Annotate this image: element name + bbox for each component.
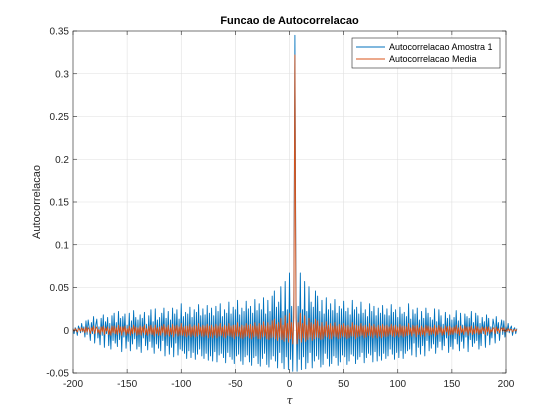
series-group: [72, 34, 518, 372]
x-tick-label: 50: [338, 379, 350, 390]
y-axis-label: Autocorrelacao: [31, 165, 43, 239]
x-tick-label: 150: [444, 379, 461, 390]
x-tick-label: -200: [63, 379, 83, 390]
y-tick-label: 0.2: [55, 155, 69, 166]
axis-ticks: [72, 30, 507, 374]
legend: Autocorrelacao Amostra 1 Autocorrelacao …: [351, 37, 501, 69]
x-tick-labels: -200 -150 -100 -50 0 50 100 150 200: [63, 379, 515, 390]
x-tick-label: -150: [117, 379, 137, 390]
x-tick-label: -100: [171, 379, 191, 390]
y-tick-label: 0.1: [55, 240, 69, 251]
y-tick-label: 0.25: [50, 112, 70, 123]
y-tick-label: 0.05: [50, 283, 70, 294]
y-tick-label: 0.3: [55, 69, 69, 80]
legend-label-media: Autocorrelacao Media: [389, 54, 477, 64]
x-axis-label: τ: [286, 394, 293, 407]
x-tick-label: 200: [498, 379, 515, 390]
legend-box: [351, 37, 501, 69]
legend-label-amostra: Autocorrelacao Amostra 1: [389, 42, 493, 52]
y-tick-label: 0.15: [50, 198, 70, 209]
x-tick-label: -50: [228, 379, 243, 390]
series-line-media: [72, 54, 518, 345]
x-tick-label: 100: [389, 379, 406, 390]
chart-title: Funcao de Autocorrelacao: [220, 15, 359, 27]
y-tick-label: 0.35: [50, 27, 70, 38]
y-tick-label: -0.05: [46, 369, 69, 380]
y-tick-label: 0: [63, 326, 69, 337]
y-tick-labels: -0.05 0 0.05 0.1 0.15 0.2 0.25 0.3 0.35: [46, 27, 69, 380]
x-tick-label: 0: [287, 379, 293, 390]
